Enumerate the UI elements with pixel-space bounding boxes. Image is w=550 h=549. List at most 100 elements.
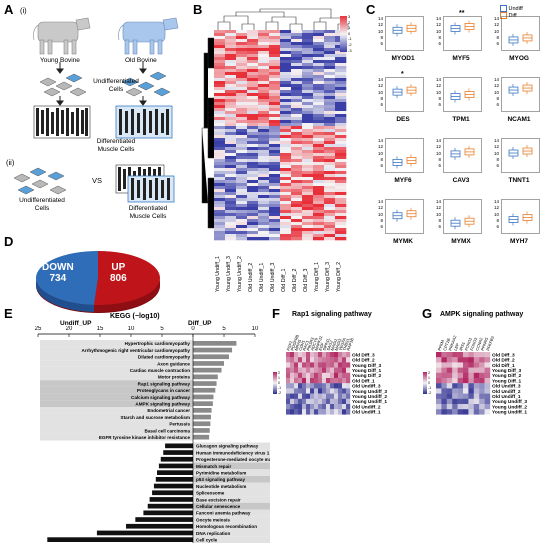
heatmap-cell [324, 120, 336, 124]
heatmap-cell [280, 135, 292, 139]
heatmap-cell [269, 156, 281, 160]
heatmap-cell [225, 144, 237, 148]
heatmap-cell [335, 234, 347, 238]
heatmap-cell [236, 186, 248, 190]
gene-label: FOXO1 [464, 336, 474, 351]
heatmap-cell [441, 383, 447, 389]
heatmap-cell [302, 42, 314, 46]
heatmap-cell [236, 108, 248, 112]
heatmap-cell [291, 207, 303, 211]
heatmap-cell [302, 171, 314, 175]
heatmap-cell [324, 39, 336, 43]
heatmap-cell [324, 138, 336, 142]
heatmap-cell [302, 144, 314, 148]
heatmap-cell [280, 192, 292, 196]
heatmap-cell [302, 84, 314, 88]
heatmap-cell [322, 372, 327, 379]
heatmap-cell [446, 398, 453, 405]
heatmap-cell [214, 141, 226, 145]
heatmap-cell [291, 111, 303, 115]
heatmap-cell [291, 156, 303, 160]
y-tick-label: 10 [377, 211, 383, 217]
heatmap-cell [214, 123, 226, 127]
heatmap-cell [236, 132, 248, 136]
heatmap-cell [302, 174, 314, 178]
heatmap-cell [214, 105, 226, 109]
heatmap-cell [258, 219, 270, 223]
heatmap-cell [335, 54, 347, 58]
heatmap-cell [302, 378, 307, 384]
heatmap-cell [269, 144, 281, 148]
heatmap-cell [291, 150, 303, 154]
label-band [193, 509, 270, 517]
heatmap-cell [291, 228, 303, 232]
heatmap-cell [291, 132, 303, 136]
heatmap-cell [313, 42, 325, 46]
heatmap-cell [291, 108, 303, 112]
heatmap-cell [294, 362, 299, 368]
heatmap-cell [324, 180, 336, 184]
heatmap-cell [463, 378, 469, 384]
scale-tick: 2 [428, 371, 430, 375]
y-tick-label: 10 [493, 89, 499, 95]
heatmap-cell [247, 84, 259, 88]
sample-label: Young Undiff_3 [492, 399, 527, 405]
pathway-label: Homologous recombination [196, 524, 257, 529]
colorbar-tick: -2 [348, 41, 352, 47]
heatmap-cell [302, 78, 314, 82]
heatmap-cell [247, 150, 259, 154]
heatmap-cell [258, 120, 270, 124]
heatmap-cell [258, 102, 270, 106]
heatmap-cell [335, 174, 347, 178]
heatmap-cell [214, 183, 226, 187]
heatmap-cell [441, 404, 447, 410]
heatmap-cell [335, 63, 347, 67]
heatmap-cell [269, 231, 281, 235]
heatmap-column-label: Young Diff_2 [336, 261, 342, 292]
heatmap-cell [280, 72, 292, 76]
heatmap-cell [247, 231, 259, 235]
heatmap-cell [473, 367, 480, 373]
heatmap-cell [326, 383, 331, 389]
heatmap-cell [452, 352, 458, 358]
heatmap-cell [441, 388, 447, 394]
heatmap-cell [322, 378, 327, 384]
heatmap-cell [306, 362, 311, 368]
heatmap-cell [214, 45, 226, 49]
heatmap-cell [468, 367, 474, 373]
heatmap-cell [269, 162, 281, 166]
heatmap-cell [247, 33, 259, 37]
heatmap-cell [280, 84, 292, 88]
heatmap-cell [225, 75, 237, 79]
heatmap-cell [269, 171, 281, 175]
heatmap-cell [302, 117, 314, 121]
heatmap-cell [484, 398, 491, 405]
heatmap-cell [310, 409, 315, 415]
bar-diff-up [193, 428, 210, 433]
heatmap-cell [247, 105, 259, 109]
bar-undiff-up [163, 450, 193, 455]
heatmap-column-label: Old Diff_2 [292, 268, 298, 292]
heatmap-cell [258, 60, 270, 64]
old-bovine-label: Old Bovine [125, 57, 157, 64]
heatmap-cell [326, 357, 331, 363]
heatmap-cell [214, 96, 226, 100]
heatmap-cell [225, 237, 237, 241]
heatmap-cell [302, 135, 314, 139]
heatmap-cell [225, 63, 237, 67]
boxplot-des: 14 12 10 8 6 * DES [375, 71, 433, 136]
heatmap-cell [290, 378, 295, 384]
heatmap-cell [330, 398, 335, 405]
y-tick-labels: 14 12 10 8 6 [491, 199, 499, 230]
heatmap-cell [313, 114, 325, 118]
heatmap-cell [280, 63, 292, 67]
heatmap-column-label: Old Undiff_3 [270, 262, 276, 292]
heatmap-cell [310, 372, 315, 379]
young-bovine-label: Young Bovine [40, 57, 80, 64]
heatmap-cell [463, 367, 469, 373]
heatmap-cell [302, 192, 314, 196]
heatmap-cell [214, 189, 226, 193]
scale-tick: 0 [278, 381, 280, 385]
gene-label: MYF6 [394, 177, 412, 184]
heatmap-cell [214, 216, 226, 220]
